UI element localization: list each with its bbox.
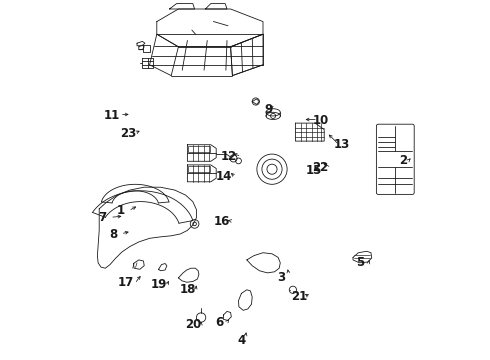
Text: 19: 19 xyxy=(150,278,167,291)
Text: 11: 11 xyxy=(104,109,120,122)
Text: 4: 4 xyxy=(237,334,245,347)
Text: 8: 8 xyxy=(109,228,118,240)
Text: 17: 17 xyxy=(118,276,134,289)
Text: 10: 10 xyxy=(313,114,329,127)
Bar xyxy=(188,146,210,152)
Text: 16: 16 xyxy=(214,215,230,228)
Bar xyxy=(188,166,210,172)
Text: 15: 15 xyxy=(305,165,321,177)
Text: 1: 1 xyxy=(117,204,125,217)
Text: 23: 23 xyxy=(120,127,136,140)
Text: 20: 20 xyxy=(185,318,201,330)
Text: 3: 3 xyxy=(277,271,285,284)
Text: 5: 5 xyxy=(356,256,365,269)
Text: 21: 21 xyxy=(291,291,307,303)
Text: 9: 9 xyxy=(264,103,272,116)
Text: 18: 18 xyxy=(179,283,196,296)
Text: 22: 22 xyxy=(313,161,329,174)
Text: 7: 7 xyxy=(99,211,107,224)
Text: 6: 6 xyxy=(216,316,224,329)
Text: 2: 2 xyxy=(399,154,408,167)
Text: 13: 13 xyxy=(334,138,350,150)
Text: 12: 12 xyxy=(220,150,237,163)
Text: 14: 14 xyxy=(215,170,232,183)
